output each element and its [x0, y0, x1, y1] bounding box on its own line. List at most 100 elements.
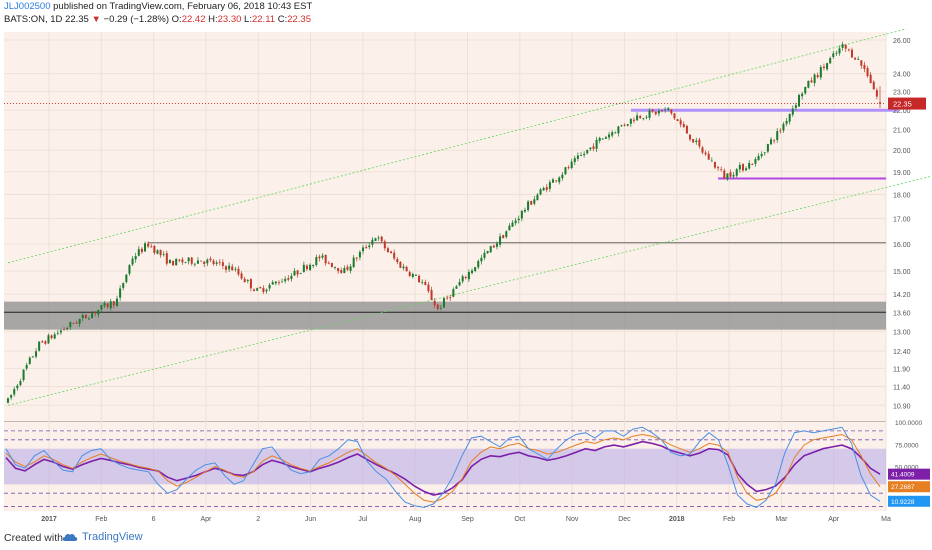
candle	[847, 48, 850, 52]
candle	[614, 131, 617, 134]
candle	[393, 249, 396, 261]
tradingview-logo[interactable]: TradingView	[62, 531, 143, 543]
candle	[657, 108, 660, 117]
candle	[228, 262, 231, 273]
candle-body	[875, 90, 878, 97]
candle	[44, 340, 47, 345]
candle	[844, 43, 847, 52]
candle	[729, 169, 732, 178]
candle	[704, 150, 707, 156]
candle	[53, 332, 56, 340]
candle-body	[181, 259, 184, 263]
candle	[66, 326, 69, 331]
candle	[383, 239, 386, 251]
candle-body	[723, 170, 726, 179]
candle-body	[748, 163, 751, 169]
candle-body	[377, 237, 380, 239]
symbol-line: BATS:ON, 1D 22.35 ▼ −0.29 (−1.28%) O:22.…	[4, 14, 311, 25]
candle-body	[433, 300, 436, 306]
candle-body	[527, 201, 530, 211]
candle	[685, 124, 688, 134]
candle	[776, 128, 779, 143]
candle	[586, 149, 589, 155]
candle-body	[629, 118, 632, 124]
candle-body	[41, 341, 44, 343]
candle	[589, 147, 592, 152]
candle-body	[315, 257, 318, 265]
candle	[452, 287, 455, 298]
candle-body	[726, 173, 729, 180]
candle	[47, 333, 50, 344]
price-tick-label: 21.00	[893, 128, 911, 135]
candle	[399, 261, 402, 269]
candle-body	[461, 276, 464, 282]
candle	[31, 355, 34, 358]
candle	[315, 254, 318, 267]
chart-canvas[interactable]: 26.00 24.00 23.00 22.00 21.00 20.00 19.00 18.00…	[0, 29, 932, 527]
candle	[766, 143, 769, 154]
candle-body	[390, 251, 393, 253]
candle-body	[81, 315, 84, 319]
candle-body	[218, 261, 221, 263]
candle-body	[832, 53, 835, 58]
author-link[interactable]: JLJ002500	[4, 1, 51, 12]
candle	[321, 253, 324, 260]
candle-body	[878, 102, 882, 104]
candle-body	[452, 289, 455, 297]
candle-body	[757, 156, 760, 161]
candle	[131, 256, 134, 266]
candle-body	[427, 284, 430, 292]
candle	[698, 137, 701, 149]
candle-body	[374, 238, 377, 241]
candle	[106, 302, 109, 309]
candle-body	[776, 131, 779, 140]
candle-body	[178, 259, 181, 261]
candle-body	[119, 288, 122, 298]
candle	[433, 298, 436, 309]
candle-body	[430, 290, 433, 300]
candle-body	[333, 267, 337, 268]
candle	[377, 235, 380, 241]
candle	[539, 187, 542, 196]
candle-body	[713, 161, 716, 168]
candle-body	[860, 60, 863, 66]
candle	[284, 276, 287, 284]
candle	[159, 249, 162, 258]
candle-body	[159, 249, 162, 256]
candle	[480, 254, 483, 265]
stoch-d-value-label: 27.2687	[891, 484, 915, 491]
candle	[411, 272, 414, 279]
candle	[717, 165, 720, 172]
candle-body	[841, 44, 844, 48]
candle-body	[215, 262, 218, 264]
price-change: −0.29 (−1.28%)	[103, 14, 170, 25]
candle	[520, 210, 523, 222]
time-tick-label: 2	[256, 516, 260, 523]
close-value: 22.35	[287, 14, 311, 25]
candle-body	[28, 357, 31, 364]
candle	[203, 260, 206, 268]
candle-body	[570, 161, 573, 168]
price-pane[interactable]	[4, 32, 886, 421]
price-tick-label: 16.00	[893, 242, 911, 249]
candle	[850, 47, 853, 58]
candle-body	[471, 270, 474, 274]
candle-body	[458, 282, 461, 286]
time-tick-label: Nov	[566, 516, 579, 523]
candle	[763, 151, 766, 156]
candle-body	[50, 335, 53, 339]
candle-body	[144, 243, 147, 252]
candle	[667, 106, 670, 112]
candle	[78, 318, 81, 327]
time-tick-label: Oct	[514, 516, 525, 523]
candle	[35, 348, 38, 359]
candle	[10, 394, 13, 401]
candle	[234, 266, 237, 272]
price-tick-label: 24.00	[893, 72, 911, 79]
candle	[822, 63, 825, 71]
candle-body	[847, 49, 850, 51]
candle-body	[259, 287, 262, 289]
candle	[231, 263, 234, 271]
candle-body	[505, 231, 508, 237]
candle-body	[25, 364, 28, 369]
